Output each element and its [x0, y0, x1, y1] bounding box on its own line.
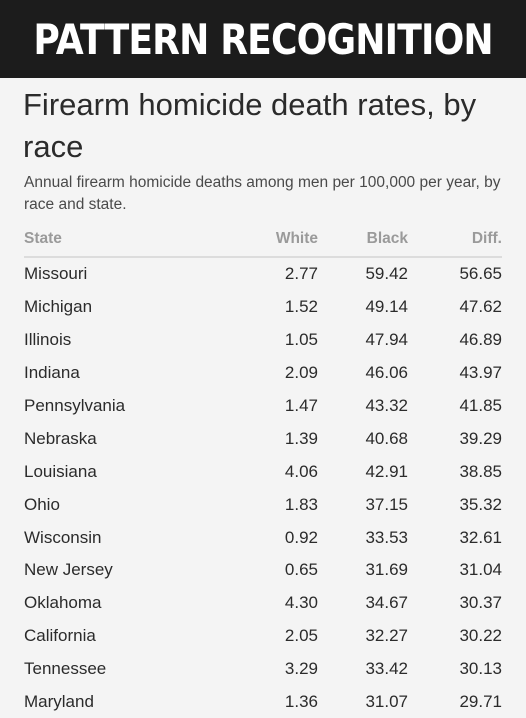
chart-panel: Firearm homicide death rates, by race An…: [0, 78, 526, 717]
white-cell: 1.52: [284, 297, 318, 317]
state-cell: Oklahoma: [24, 593, 102, 613]
state-cell: California: [24, 626, 96, 646]
banner-title: PATTERN RECOGNITION: [33, 14, 493, 64]
table-row: New Jersey 0.65 31.69 31.04: [24, 554, 502, 587]
white-cell: 4.06: [284, 461, 318, 481]
diff-cell: 29.71: [459, 692, 502, 712]
state-cell: Tennessee: [24, 659, 107, 679]
black-cell: 33.53: [365, 527, 408, 547]
table-row: Maryland 1.36 31.07 29.71: [24, 686, 502, 718]
state-cell: New Jersey: [24, 560, 113, 580]
column-header-diff: Diff.: [408, 222, 502, 258]
diff-cell: 31.04: [459, 560, 502, 580]
diff-cell: 43.97: [459, 363, 502, 383]
table-row: Pennsylvania 1.47 43.32 41.85: [24, 390, 502, 423]
white-cell: 2.09: [284, 363, 318, 383]
state-cell: Louisiana: [24, 461, 97, 481]
black-cell: 49.14: [365, 297, 408, 317]
black-cell: 31.07: [365, 692, 408, 712]
diff-cell: 56.65: [459, 264, 502, 284]
state-cell: Illinois: [24, 330, 72, 350]
table-row: Michigan 1.52 49.14 47.62: [24, 291, 502, 324]
white-cell: 1.05: [284, 330, 318, 350]
white-cell: 0.92: [284, 527, 318, 547]
diff-cell: 38.85: [459, 461, 502, 481]
state-cell: Nebraska: [24, 428, 97, 448]
state-cell: Ohio: [24, 494, 60, 514]
black-cell: 31.69: [365, 560, 408, 580]
black-cell: 42.91: [365, 461, 408, 481]
diff-cell: 30.37: [459, 593, 502, 613]
table-row: Tennessee 3.29 33.42 30.13: [24, 653, 502, 686]
column-header-state: State: [24, 222, 224, 258]
diff-cell: 30.22: [459, 626, 502, 646]
black-cell: 33.42: [365, 659, 408, 679]
white-cell: 0.65: [284, 560, 318, 580]
table-row: Illinois 1.05 47.94 46.89: [24, 324, 502, 357]
black-cell: 46.06: [365, 363, 408, 383]
black-cell: 47.94: [365, 330, 408, 350]
black-cell: 34.67: [365, 593, 408, 613]
diff-cell: 32.61: [459, 527, 502, 547]
diff-cell: 41.85: [459, 396, 502, 415]
table-row: Oklahoma 4.30 34.67 30.37: [24, 587, 502, 620]
chart-subtitle: Annual firearm homicide deaths among men…: [24, 174, 501, 213]
table-row: Wisconsin 0.92 33.53 32.61: [24, 521, 502, 554]
state-cell: Michigan: [24, 297, 93, 317]
black-cell: 59.42: [365, 264, 408, 284]
diff-cell: 46.89: [459, 330, 502, 350]
diff-cell: 30.13: [459, 659, 502, 679]
column-header-black: Black: [318, 222, 408, 258]
white-cell: 1.39: [284, 428, 318, 448]
table-row: Indiana 2.09 46.06 43.97: [24, 357, 502, 390]
chart-title: Firearm homicide death rates, by race: [23, 87, 477, 164]
white-cell: 1.36: [284, 692, 318, 712]
diff-cell: 47.62: [459, 297, 502, 317]
state-cell: Wisconsin: [24, 527, 102, 547]
table-row: Missouri 2.77 59.42 56.65: [24, 257, 502, 291]
column-header-white: White: [224, 222, 318, 258]
rates-table: State White Black Diff. Missouri 2.77 59.4…: [24, 222, 502, 718]
banner: PATTERN RECOGNITION: [0, 0, 526, 78]
state-cell: Maryland: [24, 692, 94, 712]
white-cell: 1.47: [284, 396, 318, 415]
diff-cell: 39.29: [459, 428, 502, 448]
black-cell: 37.15: [365, 494, 408, 514]
state-cell: Missouri: [24, 264, 88, 284]
table-row: Nebraska 1.39 40.68 39.29: [24, 422, 502, 455]
table-row: California 2.05 32.27 30.22: [24, 620, 502, 653]
diff-cell: 35.32: [459, 494, 502, 514]
black-cell: 32.27: [365, 626, 408, 646]
white-cell: 4.30: [284, 593, 318, 613]
white-cell: 2.77: [284, 264, 318, 284]
table-body: Missouri 2.77 59.42 56.65 Michigan 1.52 49.14 4…: [24, 257, 502, 718]
black-cell: 43.32: [365, 396, 408, 415]
black-cell: 40.68: [365, 428, 408, 448]
state-cell: Indiana: [24, 363, 80, 383]
white-cell: 2.05: [284, 626, 318, 646]
table-row: Louisiana 4.06 42.91 38.85: [24, 455, 502, 488]
white-cell: 1.83: [284, 494, 318, 514]
table-header-row: State White Black Diff.: [24, 222, 502, 258]
table-row: Ohio 1.83 37.15 35.32: [24, 488, 502, 521]
white-cell: 3.29: [284, 659, 318, 679]
state-cell: Pennsylvania: [24, 396, 126, 415]
